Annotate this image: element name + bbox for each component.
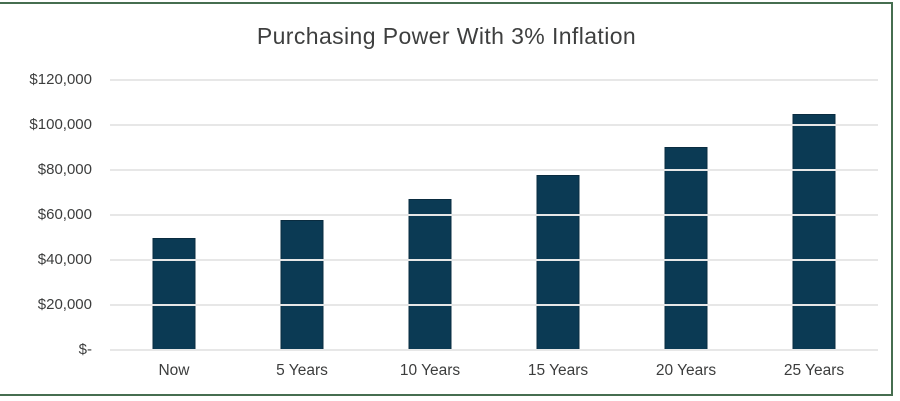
y-axis-tick-label: $120,000 [29, 71, 92, 88]
plot-area [110, 79, 878, 351]
bar-10-years [408, 198, 452, 350]
frame-border-bottom [0, 394, 893, 396]
y-axis-tick-label: $40,000 [37, 251, 92, 268]
bar-slot [366, 80, 494, 350]
bar-15-years [536, 174, 580, 350]
bar-slot [238, 80, 366, 350]
x-axis-tick-label: 5 Years [276, 362, 328, 379]
gridline [110, 304, 878, 306]
bar-20-years [664, 146, 708, 350]
y-axis-tick-label: $100,000 [29, 116, 92, 133]
bar-slot [494, 80, 622, 350]
x-axis-tick-label: 10 Years [399, 362, 461, 379]
gridline [110, 259, 878, 261]
bar-slot [110, 80, 238, 350]
bars [110, 80, 878, 350]
frame-border-top [0, 2, 893, 4]
gridline [110, 79, 878, 81]
y-axis: $120,000 $100,000 $80,000 $60,000 $40,000 $20… [0, 0, 92, 401]
frame-border-right [891, 2, 893, 396]
x-axis-tick-label: 20 Years [655, 362, 717, 379]
bar-slot [750, 80, 878, 350]
bar-5-years [280, 219, 324, 350]
bar-now [152, 237, 196, 350]
x-axis-baseline [110, 349, 878, 351]
y-axis-tick-label: $80,000 [37, 161, 92, 178]
gridline [110, 124, 878, 126]
gridline [110, 169, 878, 171]
x-axis: Now 5 Years 10 Years 15 Years 20 Years 25 Yea… [110, 362, 878, 380]
x-axis-tick-label: 25 Years [783, 362, 845, 379]
gridline [110, 214, 878, 216]
bar-slot [622, 80, 750, 350]
bar-25-years [792, 114, 836, 350]
y-axis-tick-label: $- [78, 341, 92, 358]
x-axis-tick-label: 15 Years [527, 362, 589, 379]
y-axis-tick-label: $20,000 [37, 296, 92, 313]
x-axis-tick-label: Now [158, 362, 190, 379]
chart-title: Purchasing Power With 3% Inflation [256, 23, 637, 49]
y-axis-tick-label: $60,000 [37, 206, 92, 223]
